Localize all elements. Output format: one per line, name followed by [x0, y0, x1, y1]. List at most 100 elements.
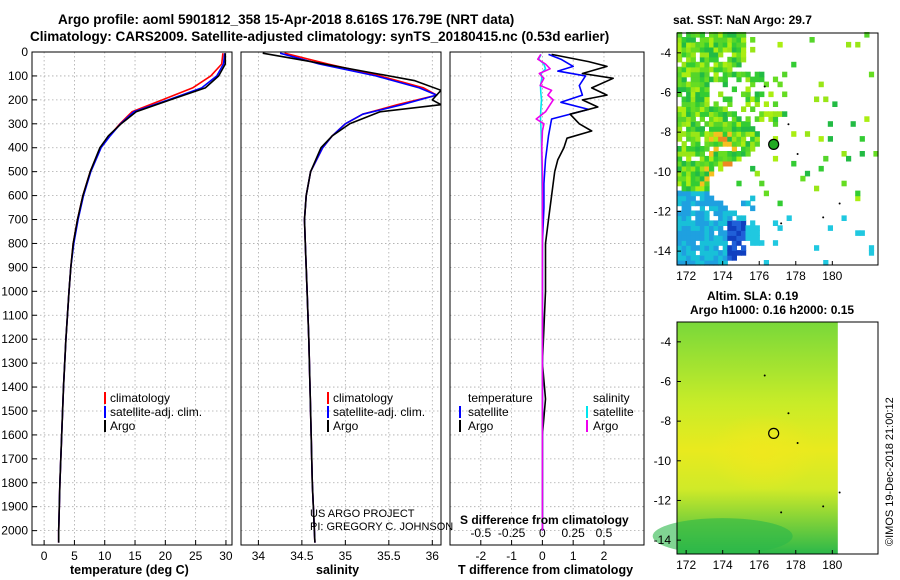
sst-pixel [690, 250, 696, 256]
legend-swatch-climatology [327, 392, 329, 404]
sst-pixel [690, 126, 696, 132]
sst-pixel [695, 235, 701, 241]
map-x-tick-label: 178 [786, 558, 806, 572]
sst-pixel [727, 71, 733, 78]
depth-tick-label: 100 [8, 69, 28, 83]
sst-pixel [690, 235, 696, 241]
sst-pixel [704, 101, 710, 107]
sst-pixel [699, 111, 705, 117]
sst-pixel [713, 205, 719, 212]
sst-pixel [677, 37, 683, 43]
depth-tick-label: 300 [8, 117, 28, 131]
sst-pixel [686, 250, 692, 256]
sst-pixel [681, 66, 687, 73]
sst-pixel [727, 96, 733, 103]
sst-pixel [713, 255, 719, 261]
sst-pixel [704, 81, 710, 88]
sst-pixel [868, 245, 875, 251]
sla-low-band [652, 518, 793, 555]
sst-pixel [713, 41, 719, 48]
sst-pixel [699, 116, 705, 122]
sst-pixel [722, 260, 728, 266]
sst-pixel [736, 136, 742, 142]
sst-pixel [677, 81, 683, 88]
sst-pixel [677, 56, 683, 63]
sst-pixel [699, 160, 705, 167]
sst-pixel [695, 255, 701, 261]
sst-pixel [750, 106, 756, 112]
sst-pixel [722, 81, 728, 88]
map-y-tick-label: -12 [654, 204, 672, 218]
sst-pixel [727, 32, 733, 38]
sst-pixel [750, 225, 756, 231]
sst-pixel [686, 240, 692, 246]
sst-pixel [713, 32, 719, 38]
sst-pixel [818, 165, 824, 172]
sst-pixel [745, 146, 751, 152]
sst-pixel [722, 41, 728, 48]
sst-pixel [709, 32, 715, 38]
sst-pixel [772, 101, 779, 107]
depth-tick-label: 1200 [1, 332, 28, 346]
sst-pixel [677, 111, 683, 117]
sst-pixel [818, 81, 824, 88]
sla-map-title-line2: Argo h1000: 0.16 h2000: 0.15 [690, 303, 854, 317]
sst-pixel [713, 37, 719, 43]
sst-pixel [722, 141, 728, 147]
sst-pixel [677, 215, 683, 221]
sst-pixel [690, 91, 696, 98]
sst-pixel [759, 76, 765, 83]
sst-pixel [695, 71, 701, 78]
sst-pixel [690, 106, 696, 112]
plot-frame [31, 51, 233, 546]
sst-pixel [718, 200, 724, 207]
sst-pixel [681, 151, 687, 157]
sst-pixel [699, 126, 705, 132]
island-dot [838, 202, 841, 205]
sst-pixel [722, 106, 728, 112]
sst-pixel [841, 215, 847, 221]
sst-pixel [681, 175, 687, 182]
sst-pixel [804, 170, 811, 177]
sst-pixel [722, 230, 728, 236]
sst-pixel [695, 230, 701, 236]
sst-pixels [677, 32, 879, 266]
sst-pixel [722, 76, 728, 83]
sst-pixel [750, 195, 756, 202]
map-x-tick-label: 174 [713, 269, 733, 283]
sst-pixel [713, 126, 719, 132]
sst-pixel [731, 141, 737, 147]
sst-pixel [681, 180, 687, 187]
sst-pixel [695, 151, 701, 157]
temperature-legend: climatology satellite-adj. clim. Argo [104, 391, 202, 433]
sst-pixel [736, 32, 742, 38]
sst-pixel [731, 41, 737, 48]
sst-pixel [686, 136, 692, 142]
s-difference-label: S difference from climatology [460, 513, 629, 527]
sst-pixel [690, 230, 696, 236]
sst-pixel [736, 46, 742, 53]
sst-pixel [772, 220, 779, 226]
sst-pixel [686, 86, 692, 93]
difference-legend: temperature salinity satellite Argo sate… [459, 391, 634, 433]
sst-pixel [704, 61, 710, 68]
sst-pixel [731, 240, 737, 246]
sst-pixel [718, 230, 724, 236]
sst-pixel [690, 86, 696, 93]
imos-watermark: ©IMOS 19-Dec-2018 21:00:12 [884, 397, 896, 546]
sst-pixel [741, 41, 747, 48]
sst-pixel [754, 235, 760, 241]
map-y-tick-label: -8 [660, 414, 671, 428]
sst-pixel [754, 101, 760, 107]
sst-pixel [777, 200, 783, 207]
sst-pixel [745, 86, 751, 93]
sst-pixel [699, 151, 705, 157]
map-x-tick-label: 178 [786, 269, 806, 283]
sst-pixel [713, 101, 719, 107]
sst-pixel [704, 136, 710, 142]
sst-pixel [699, 170, 705, 177]
sst-pixel [745, 230, 751, 236]
sst-pixel [750, 136, 756, 142]
sst-pixel [745, 200, 751, 207]
sst-pixel [699, 235, 705, 241]
